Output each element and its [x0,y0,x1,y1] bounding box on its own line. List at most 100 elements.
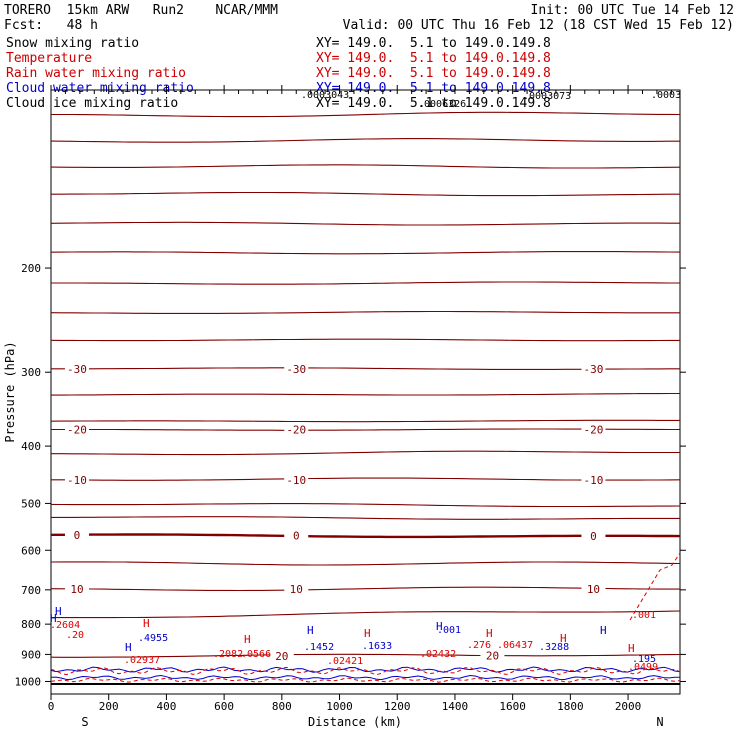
legend-field-name: Rain water mixing ratio [6,66,187,81]
rain-value-label: .276 [467,640,491,651]
rain-value-label: .001 [632,610,656,621]
rain-value-label: .02421 [327,656,363,667]
rain-value-label: .02432 [420,649,456,660]
contour-label-bg [64,528,89,541]
contour-label-bg [581,583,606,596]
high-marker: H [143,617,150,630]
contour-label: 0 [590,530,597,543]
rain-value-label: .02937 [124,655,160,666]
temperature-contour [50,338,680,342]
rain-value-label: .20 [66,630,84,641]
y-tick-label: 800 [21,618,41,631]
contour-label: -30 [584,363,604,376]
y-tick-label: 1000 [15,675,42,688]
temperature-contour [50,251,681,255]
high-marker: H [560,632,567,645]
contour-label: 10 [587,583,600,596]
init-time: Init: 00 UTC Tue 14 Feb 12 [530,3,735,18]
rain-contour [629,552,681,621]
plot-frame [50,89,681,695]
legend-field-name: Cloud ice mixing ratio [6,96,179,111]
contour-label: 0 [74,529,81,542]
high-marker: H [55,605,62,618]
top-value-label: .0003043 [301,90,349,101]
temperature-contour [50,419,680,423]
y-axis-label: Pressure (hPa) [3,341,17,442]
cloud-value-label: .001 [437,625,461,636]
contour-label-bg [64,423,89,436]
rain-value-label: .06437 [497,640,533,651]
x-tick-label: 400 [156,700,176,713]
high-marker: H [50,612,57,625]
contour-label-bg [64,362,89,375]
temperature-contour [51,111,681,118]
contour-label: -20 [584,424,604,437]
x-tick-label: 1600 [499,700,526,713]
contour-label: -30 [286,363,306,376]
temperature-contour [50,164,681,169]
high-marker: H [364,627,371,640]
high-marker: H [244,633,251,646]
contour-label-bg [284,582,309,595]
temperature-contour [50,561,681,566]
high-marker: H [307,624,314,637]
temperature-contour [51,516,680,520]
legend-xy-range: XY= 149.0. 5.1 to 149.0.149.8 [316,66,551,81]
high-marker: H [628,642,635,655]
y-tick-label: 700 [21,584,41,597]
temperature-contour [50,138,680,143]
contour-label-bg [64,473,89,486]
contour-label-bg [284,423,309,436]
temperature-contour [51,533,681,539]
cloud-value-label: .195 [632,654,656,665]
legend-xy-range: XY= 149.0. 5.1 to 149.0.149.8 [316,51,551,66]
x-tick-label: 800 [272,700,292,713]
rain-value-label: .2082 [213,649,243,660]
contour-label-bg [284,529,309,542]
temperature-contour [50,503,681,508]
legend-field-name: Temperature [6,51,93,66]
x-tick-label: 0 [48,700,55,713]
y-tick-label: 200 [21,262,41,275]
rain-contour [50,666,681,676]
contour-label: 20 [486,649,499,662]
legend-xy-range: XY= 149.0. 5.1 to 149.0.149.8 [316,96,551,111]
temperature-contour [51,477,681,481]
x-tick-label: 1400 [442,700,469,713]
contour-label-bg [64,582,89,595]
x-tick-label: 200 [99,700,119,713]
contour-label: -30 [67,363,87,376]
temperature-contour [51,610,681,619]
cloud-value-label: .4955 [138,633,168,644]
cloud-value-label: .1452 [304,642,334,653]
temperature-contour [51,281,680,285]
temperature-contour [50,221,680,226]
temperature-contour [51,428,680,431]
legend-xy-range: XY= 149.0. 5.1 to 149.0.149.8 [316,36,551,51]
contour-label-bg [480,649,505,662]
forecast-hour: Fcst: 48 h [4,18,98,33]
x-axis-label: Distance (km) [308,715,402,729]
x-tick-label: 1200 [384,700,411,713]
cloud-value-label: .1633 [362,641,392,652]
high-marker: H [600,624,607,637]
y-tick-label: 300 [21,366,41,379]
contour-label: 20 [275,650,288,663]
rain-contour [50,677,681,683]
valid-time: Valid: 00 UTC Thu 16 Feb 12 (18 CST Wed … [342,18,734,33]
contour-label: -10 [584,474,604,487]
contour-label: -20 [286,424,306,437]
contour-label: -10 [67,474,87,487]
contour-label-bg [284,362,309,375]
model-title: TORERO 15km ARW Run2 NCAR/MMM [4,3,278,18]
contour-label: 10 [70,583,83,596]
temperature-contour [51,367,680,370]
y-tick-label: 600 [21,544,41,557]
contour-label-bg [581,473,606,486]
temperature-contour [51,191,680,197]
high-marker: H [486,627,493,640]
contour-label-bg [269,650,294,663]
x-tick-label: 2000 [615,700,642,713]
rain-value-label: .0566 [241,649,271,660]
